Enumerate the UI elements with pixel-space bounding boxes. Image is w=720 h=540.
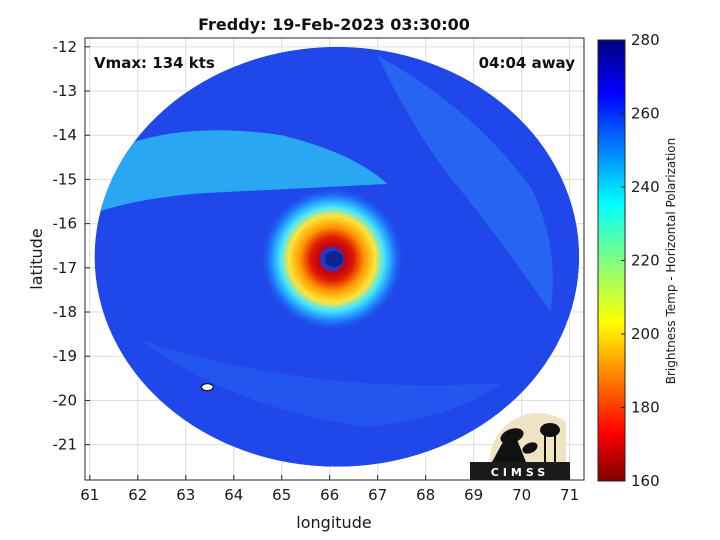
vmax-annotation: Vmax: 134 kts — [94, 54, 215, 72]
x-tick-label: 69 — [464, 486, 483, 504]
cloud-band-lower — [137, 338, 503, 427]
cyclone-eye — [325, 251, 344, 267]
colorbar-tick-label: 280 — [631, 31, 660, 49]
colorbar-ticks: 160 180 200 220 240 260 280 — [621, 31, 660, 490]
y-tick-label: -16 — [53, 215, 78, 233]
colorbar-label: Brightness Temp - Horizontal Polarizatio… — [664, 138, 678, 385]
x-tick-label: 65 — [272, 486, 291, 504]
x-tick-label: 62 — [128, 486, 147, 504]
colorbar-tick-label: 180 — [631, 399, 660, 417]
colorbar-tick-label: 200 — [631, 325, 660, 343]
y-tick-label: -12 — [53, 38, 78, 56]
island-outline — [200, 383, 214, 392]
island-shape — [200, 383, 214, 392]
axis-ticks: 61 62 63 64 65 66 67 68 69 70 71 -12 -13 -14 -15 -16 -17… — [53, 38, 580, 504]
x-tick-label: 68 — [416, 486, 435, 504]
swath-image — [94, 46, 580, 467]
y-tick-label: -15 — [53, 170, 78, 188]
x-tick-label: 70 — [512, 486, 531, 504]
x-tick-label: 71 — [560, 486, 579, 504]
plot-area: 61 62 63 64 65 66 67 68 69 70 71 -12 -13 -14 -15 -16 -17… — [53, 37, 585, 504]
y-tick-label: -17 — [53, 259, 78, 277]
y-tick-label: -20 — [53, 391, 78, 409]
y-tick-label: -19 — [53, 347, 78, 365]
colorbar-tick-label: 220 — [631, 252, 660, 270]
y-tick-label: -21 — [53, 436, 78, 454]
chart-title: Freddy: 19-Feb-2023 03:30:00 — [198, 15, 470, 34]
y-tick-label: -18 — [53, 303, 78, 321]
y-tick-label: -14 — [53, 126, 78, 144]
x-tick-label: 61 — [80, 486, 99, 504]
colorbar-tick-label: 260 — [631, 105, 660, 123]
cimss-logo: CIMSS — [470, 412, 570, 480]
x-tick-label: 66 — [320, 486, 339, 504]
colorbar: 160 180 200 220 240 260 280 Brightness Temp - … — [597, 31, 678, 490]
cloud-band-cyan — [94, 130, 388, 215]
colorbar-tick-label: 160 — [631, 472, 660, 490]
y-tick-label: -13 — [53, 82, 78, 100]
x-tick-label: 63 — [176, 486, 195, 504]
cloud-band-light — [377, 55, 553, 313]
colorbar-gradient — [597, 39, 626, 482]
plot-frame — [84, 37, 585, 481]
time-offset-annotation: 04:04 away — [479, 54, 576, 72]
colorbar-tick-label: 240 — [631, 178, 660, 196]
logo-text: CIMSS — [491, 466, 549, 479]
x-tick-label: 67 — [368, 486, 387, 504]
x-axis-label: longitude — [296, 513, 371, 532]
y-axis-label: latitude — [27, 228, 46, 289]
x-tick-label: 64 — [224, 486, 243, 504]
